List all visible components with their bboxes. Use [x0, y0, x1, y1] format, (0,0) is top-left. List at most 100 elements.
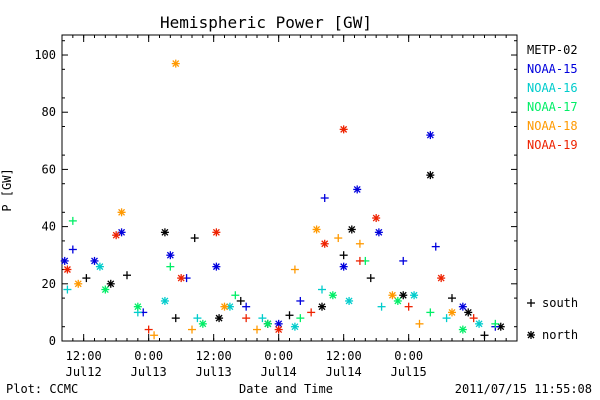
data-point-south [258, 314, 267, 323]
data-point-north [437, 274, 446, 283]
x-axis-label: Date and Time [239, 382, 333, 396]
y-tick-label: 60 [42, 162, 56, 176]
data-point-north [318, 302, 326, 311]
data-point-north [527, 331, 535, 339]
x-tick-label-time: 0:00 [264, 349, 293, 363]
data-point-north [133, 302, 142, 311]
data-point-south [480, 331, 489, 340]
data-point-north [339, 262, 348, 271]
data-point-south [296, 296, 305, 305]
data-point-north [63, 265, 72, 274]
data-point-north [290, 322, 299, 331]
data-point-north [263, 319, 272, 328]
data-point-north [112, 231, 121, 240]
marker-legend-south: south [542, 296, 578, 310]
data-point-north [95, 262, 104, 271]
x-tick-label-time: 12:00 [66, 349, 102, 363]
data-point-south [469, 314, 478, 323]
data-point-south [415, 319, 424, 328]
data-point-north [328, 291, 337, 300]
data-point-south [320, 194, 329, 203]
data-point-north [320, 239, 329, 248]
marker-legend: south north [527, 296, 578, 342]
data-point-north [160, 296, 169, 305]
data-point-north [399, 291, 408, 300]
data-point-north [74, 279, 83, 288]
y-tick-label: 0 [49, 334, 56, 348]
data-point-south [171, 314, 180, 323]
data-point-south [355, 239, 364, 248]
data-point-south [253, 325, 261, 334]
data-point-north [312, 225, 321, 234]
data-point-north [374, 228, 383, 237]
data-point-south [339, 251, 348, 260]
chart-title: Hemispheric Power [GW] [160, 13, 372, 32]
data-point-north [475, 319, 484, 328]
data-point-south [491, 319, 500, 328]
footer-plot-credit: Plot: CCMC [6, 382, 78, 396]
data-point-south [404, 302, 413, 311]
marker-legend-north: north [542, 328, 578, 342]
legend-item-noaa-19: NOAA-19 [527, 138, 578, 152]
data-point-south [150, 331, 159, 340]
data-point-south [318, 285, 326, 294]
data-point-south [431, 242, 440, 251]
data-point-south [355, 256, 364, 265]
data-point-south [527, 299, 535, 307]
data-point-south [144, 325, 153, 334]
y-tick-label: 20 [42, 277, 56, 291]
legend-item-metp-02: METP-02 [527, 43, 578, 57]
x-tick-label-time: 12:00 [326, 349, 362, 363]
data-point-north [220, 302, 229, 311]
data-point-south [68, 216, 77, 225]
data-point-north [388, 291, 397, 300]
data-point-north [410, 291, 419, 300]
data-point-south [193, 314, 202, 323]
footer-timestamp: 2011/07/15 11:55:08 [455, 382, 592, 396]
data-point-north [160, 228, 169, 237]
data-point-north [426, 171, 435, 180]
data-point-south [82, 274, 91, 283]
data-point-south [307, 308, 316, 317]
data-point-north [90, 256, 99, 265]
data-point-north [101, 285, 110, 294]
data-point-north [171, 59, 180, 68]
data-point-north [215, 314, 224, 323]
data-point-south [68, 245, 77, 254]
x-tick-label-date: Jul12 [66, 365, 102, 379]
data-point-north [106, 279, 115, 288]
data-point-north [448, 308, 456, 317]
data-point-north [347, 225, 356, 234]
legend-item-noaa-15: NOAA-15 [527, 62, 578, 76]
data-point-north [166, 251, 175, 260]
data-point-north [274, 325, 283, 334]
x-tick-label-time: 12:00 [196, 349, 232, 363]
legend: METP-02 NOAA-15 NOAA-16 NOAA-17 NOAA-18 NOAA-… [527, 43, 578, 152]
x-tick-label-date: Jul14 [261, 365, 297, 379]
x-tick-label-date: Jul15 [391, 365, 427, 379]
data-point-north [212, 262, 221, 271]
data-point-south [190, 234, 199, 243]
data-point-north [339, 125, 348, 134]
data-point-north [458, 302, 467, 311]
data-points [60, 59, 505, 340]
data-point-south [188, 325, 196, 334]
legend-item-noaa-18: NOAA-18 [527, 119, 578, 133]
data-point-south [123, 271, 131, 280]
data-point-south [63, 285, 72, 294]
data-point-south [236, 296, 245, 305]
data-point-north [426, 131, 435, 140]
x-tick-label-time: 0:00 [134, 349, 163, 363]
data-point-south [426, 308, 435, 317]
y-tick-label: 80 [42, 105, 56, 119]
data-point-north [372, 214, 381, 223]
data-point-south [442, 314, 451, 323]
y-axis-label: P [GW] [0, 168, 14, 211]
y-tick-label: 40 [42, 220, 56, 234]
data-point-south [366, 274, 375, 283]
data-point-south [448, 294, 456, 303]
x-tick-label-date: Jul14 [326, 365, 362, 379]
data-point-south [290, 265, 299, 274]
data-point-south [296, 314, 305, 323]
